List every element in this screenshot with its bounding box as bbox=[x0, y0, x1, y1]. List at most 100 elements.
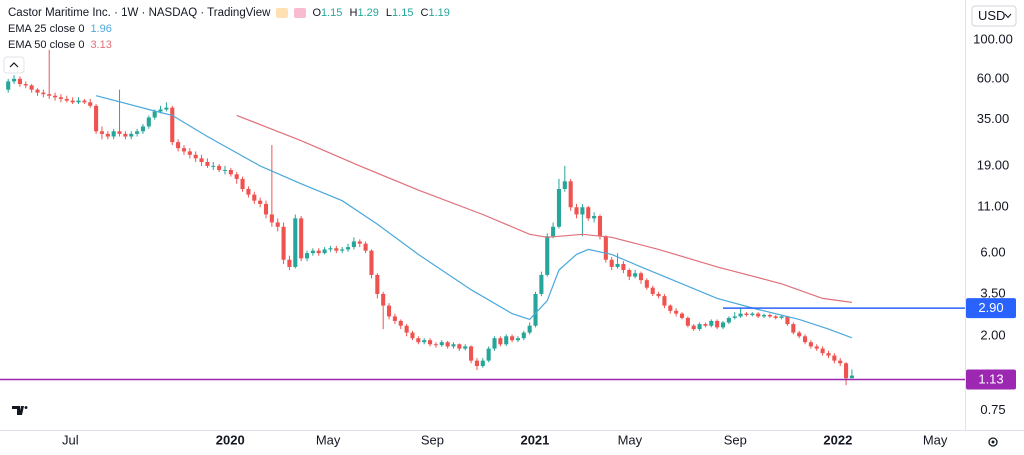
candle-body bbox=[82, 100, 87, 103]
y-tick-label: 0.75 bbox=[980, 402, 1005, 417]
gear-center[interactable] bbox=[991, 440, 995, 444]
candle-body bbox=[381, 293, 386, 306]
candle-body bbox=[345, 247, 351, 250]
collapse-button[interactable] bbox=[3, 56, 25, 74]
x-tick-label: 2022 bbox=[823, 432, 852, 447]
candle-body bbox=[492, 338, 497, 349]
candle-body bbox=[826, 353, 831, 356]
ohlc-key: L bbox=[385, 7, 393, 19]
candle-body bbox=[146, 117, 151, 127]
x-tick-label: 2020 bbox=[216, 432, 245, 447]
candle-body bbox=[176, 142, 181, 149]
candle-body bbox=[738, 313, 743, 317]
candle-body bbox=[703, 324, 708, 326]
plot-area bbox=[6, 49, 854, 386]
candle-body bbox=[720, 322, 726, 328]
indicator-row: EMA 50 close 0 3.13 bbox=[8, 37, 454, 53]
x-tick-label: Sep bbox=[421, 432, 444, 447]
candle-body bbox=[715, 320, 720, 328]
candle-body bbox=[152, 111, 157, 118]
candle-body bbox=[70, 100, 75, 103]
currency-chevron[interactable] bbox=[1004, 13, 1012, 19]
candle-body bbox=[316, 250, 321, 254]
candle-body bbox=[744, 313, 749, 315]
candle-body bbox=[357, 241, 362, 244]
candle-body bbox=[404, 325, 409, 333]
candle-body bbox=[603, 236, 608, 260]
candle-body bbox=[668, 305, 673, 311]
candle-body bbox=[88, 102, 93, 106]
status-icon[interactable] bbox=[276, 8, 289, 18]
candle-body bbox=[445, 342, 450, 347]
candle-body bbox=[551, 226, 556, 237]
candle-body bbox=[299, 218, 304, 259]
legend: Castor Maritime Inc. · 1W · NASDAQ · Tra… bbox=[8, 5, 454, 53]
candle-body bbox=[802, 336, 808, 343]
candle-body bbox=[451, 344, 456, 347]
candle-body bbox=[263, 203, 269, 215]
y-tick-label: 35.00 bbox=[977, 111, 1010, 126]
candle-body bbox=[211, 165, 216, 167]
settings-button[interactable] bbox=[988, 437, 998, 447]
candle-body bbox=[363, 243, 368, 251]
candle-body bbox=[240, 178, 245, 189]
candle-body bbox=[187, 151, 192, 155]
candle-body bbox=[797, 332, 802, 337]
candle-body bbox=[785, 316, 790, 325]
candle-body bbox=[556, 188, 562, 227]
collapse-button-box[interactable] bbox=[3, 56, 25, 74]
currency-label[interactable]: USD bbox=[978, 8, 1005, 23]
candle-body bbox=[35, 89, 40, 93]
candle-body bbox=[398, 320, 403, 326]
ema-line bbox=[236, 114, 852, 303]
candle-body bbox=[844, 363, 849, 379]
status-icon[interactable] bbox=[294, 8, 307, 18]
collapse-chevron[interactable] bbox=[9, 62, 19, 68]
candle-body bbox=[12, 78, 17, 82]
candle-body bbox=[574, 207, 579, 215]
ohlc-value: 1.29 bbox=[357, 7, 379, 19]
candle-body bbox=[779, 316, 784, 318]
candle-body bbox=[269, 214, 274, 223]
candle-body bbox=[638, 273, 644, 281]
candle-body bbox=[416, 338, 421, 343]
candle-body bbox=[568, 181, 573, 208]
currency-selector[interactable]: USD bbox=[971, 5, 1017, 27]
candle-body bbox=[539, 274, 544, 294]
candle-body bbox=[76, 100, 81, 103]
y-tick-label: 19.00 bbox=[977, 157, 1010, 172]
candle-body bbox=[791, 324, 796, 333]
candle-body bbox=[310, 250, 315, 254]
candle-body bbox=[246, 188, 251, 195]
x-tick-label: May bbox=[618, 432, 643, 447]
x-tick-label: May bbox=[316, 432, 341, 447]
candle-body bbox=[644, 280, 649, 288]
indicator-row: EMA 25 close 0 1.96 bbox=[8, 21, 454, 37]
candle-body bbox=[767, 314, 772, 317]
logo-shape bbox=[12, 406, 28, 415]
candle-body bbox=[814, 346, 819, 349]
price-label: 2.90 bbox=[978, 300, 1003, 315]
candle-body bbox=[199, 158, 204, 162]
candle-body bbox=[129, 133, 134, 137]
candle-body bbox=[228, 169, 233, 175]
x-tick-label: Sep bbox=[724, 432, 747, 447]
candle-body bbox=[838, 360, 843, 364]
candle-body bbox=[633, 273, 638, 277]
candle-body bbox=[410, 332, 415, 339]
candle-body bbox=[205, 161, 210, 166]
candle-body bbox=[422, 340, 427, 343]
candle-body bbox=[732, 316, 737, 318]
ema-line bbox=[95, 95, 853, 339]
currency-box[interactable] bbox=[971, 5, 1017, 27]
candle-body bbox=[691, 325, 696, 330]
candle-body bbox=[562, 181, 567, 189]
candle-body bbox=[351, 241, 356, 248]
gear-icon[interactable] bbox=[988, 437, 998, 447]
candle-body bbox=[275, 222, 280, 227]
candle-body bbox=[94, 105, 99, 132]
candle-body bbox=[140, 126, 146, 132]
candle-body bbox=[117, 131, 122, 134]
